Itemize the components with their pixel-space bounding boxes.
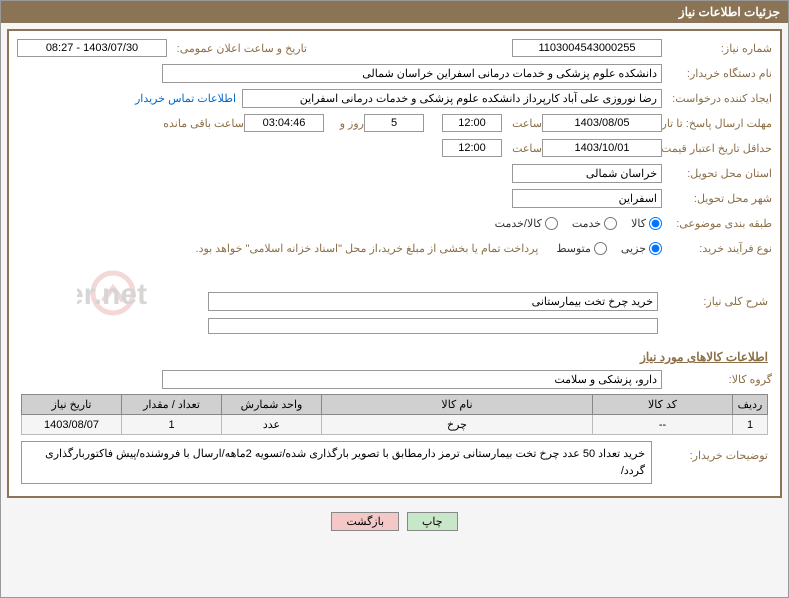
td-qty: 1 — [122, 415, 222, 435]
th-code: کد کالا — [593, 395, 733, 415]
reply-time-label: ساعت — [502, 117, 542, 130]
validity-time-value: 12:00 — [442, 139, 502, 157]
form-panel: شماره نیاز: 1103004543000255 تاریخ و ساع… — [7, 29, 782, 498]
row-summary-extra — [21, 315, 768, 337]
process-radio-group: جزیی متوسط — [556, 242, 662, 255]
row-delivery-city: شهر محل تحویل: اسفراین — [17, 187, 772, 209]
summary-label: شرح کلی نیاز: — [658, 295, 768, 308]
buyer-org-value: دانشکده علوم پزشکی و خدمات درمانی اسفرای… — [162, 64, 662, 83]
th-unit: واحد شمارش — [222, 395, 322, 415]
category-service-radio[interactable] — [604, 217, 617, 230]
countdown-value: 03:04:46 — [244, 114, 324, 132]
summary-area: AriaTender.net شرح کلی نیاز: خرید چرخ تخ… — [17, 262, 772, 344]
row-buyer-note: توضیحات خریدار: خرید تعداد 50 عدد چرخ تخ… — [21, 441, 768, 484]
row-validity: حداقل تاریخ اعتبار قیمت: تا تاریخ: 1403/… — [17, 137, 772, 159]
print-button[interactable]: چاپ — [407, 512, 458, 531]
validity-date-value: 1403/10/01 — [542, 139, 662, 157]
category-radio-group: کالا خدمت کالا/خدمت — [495, 217, 662, 230]
row-buyer-org: نام دستگاه خریدار: دانشکده علوم پزشکی و … — [17, 62, 772, 84]
button-row: چاپ بازگشت — [1, 504, 788, 535]
goods-group-label: گروه کالا: — [662, 373, 772, 386]
announce-datetime-value: 1403/07/30 - 08:27 — [17, 39, 167, 57]
process-minor-radio[interactable] — [649, 242, 662, 255]
row-goods-group: گروه کالا: دارو، پزشکی و سلامت — [17, 368, 772, 390]
announce-datetime-label: تاریخ و ساعت اعلان عمومی: — [167, 42, 307, 55]
delivery-city-label: شهر محل تحویل: — [662, 192, 772, 205]
row-process: نوع فرآیند خرید: جزیی متوسط پرداخت تمام … — [17, 237, 772, 259]
buyer-contact-link[interactable]: اطلاعات تماس خریدار — [135, 92, 236, 105]
category-goods-radio[interactable] — [649, 217, 662, 230]
process-medium-radio[interactable] — [594, 242, 607, 255]
row-requester: ایجاد کننده درخواست: رضا نوروزی علی آباد… — [17, 87, 772, 109]
row-category: طبقه بندی موضوعی: کالا خدمت کالا/خدمت — [17, 212, 772, 234]
main-container: جزئیات اطلاعات نیاز شماره نیاز: 11030045… — [0, 0, 789, 598]
th-qty: تعداد / مقدار — [122, 395, 222, 415]
requester-value: رضا نوروزی علی آباد کارپرداز دانشکده علو… — [242, 89, 662, 108]
days-and-label: روز و — [324, 117, 364, 130]
th-idx: ردیف — [733, 395, 768, 415]
category-both[interactable]: کالا/خدمت — [495, 217, 558, 230]
goods-section-title: اطلاعات کالاهای مورد نیاز — [21, 350, 768, 364]
table-row: 1 -- چرخ عدد 1 1403/08/07 — [22, 415, 768, 435]
td-idx: 1 — [733, 415, 768, 435]
page-header: جزئیات اطلاعات نیاز — [1, 1, 788, 23]
goods-table-area: ردیف کد کالا نام کالا واحد شمارش تعداد /… — [21, 394, 768, 435]
td-name: چرخ — [322, 415, 593, 435]
reply-date-value: 1403/08/05 — [542, 114, 662, 132]
need-number-value: 1103004543000255 — [512, 39, 662, 57]
buyer-note-label: توضیحات خریدار: — [658, 441, 768, 462]
need-number-label: شماره نیاز: — [662, 42, 772, 55]
days-remaining-value: 5 — [364, 114, 424, 132]
reply-deadline-label: مهلت ارسال پاسخ: تا تاریخ: — [662, 117, 772, 130]
row-need-number: شماره نیاز: 1103004543000255 تاریخ و ساع… — [17, 37, 772, 59]
validity-time-label: ساعت — [502, 142, 542, 155]
requester-label: ایجاد کننده درخواست: — [662, 92, 772, 105]
payment-note: پرداخت تمام یا بخشی از مبلغ خرید،از محل … — [196, 242, 539, 255]
td-unit: عدد — [222, 415, 322, 435]
reply-time-value: 12:00 — [442, 114, 502, 132]
row-summary: شرح کلی نیاز: خرید چرخ تخت بیمارستانی — [21, 290, 768, 312]
delivery-province-value: خراسان شمالی — [512, 164, 662, 183]
buyer-note-text: خرید تعداد 50 عدد چرخ تخت بیمارستانی ترم… — [21, 441, 652, 484]
category-goods[interactable]: کالا — [631, 217, 662, 230]
process-minor[interactable]: جزیی — [621, 242, 662, 255]
category-service[interactable]: خدمت — [572, 217, 617, 230]
remaining-label: ساعت باقی مانده — [154, 117, 244, 130]
process-medium[interactable]: متوسط — [556, 242, 607, 255]
table-header-row: ردیف کد کالا نام کالا واحد شمارش تعداد /… — [22, 395, 768, 415]
goods-group-value: دارو، پزشکی و سلامت — [162, 370, 662, 389]
td-date: 1403/08/07 — [22, 415, 122, 435]
row-delivery-province: استان محل تحویل: خراسان شمالی — [17, 162, 772, 184]
category-label: طبقه بندی موضوعی: — [662, 217, 772, 230]
form-area: شماره نیاز: 1103004543000255 تاریخ و ساع… — [13, 35, 776, 492]
page-title: جزئیات اطلاعات نیاز — [679, 5, 780, 19]
delivery-province-label: استان محل تحویل: — [662, 167, 772, 180]
row-reply-deadline: مهلت ارسال پاسخ: تا تاریخ: 1403/08/05 سا… — [17, 112, 772, 134]
summary-extra — [208, 318, 658, 334]
category-both-radio[interactable] — [545, 217, 558, 230]
delivery-city-value: اسفراین — [512, 189, 662, 208]
th-date: تاریخ نیاز — [22, 395, 122, 415]
buyer-org-label: نام دستگاه خریدار: — [662, 67, 772, 80]
goods-table: ردیف کد کالا نام کالا واحد شمارش تعداد /… — [21, 394, 768, 435]
summary-text: خرید چرخ تخت بیمارستانی — [208, 292, 658, 311]
process-label: نوع فرآیند خرید: — [662, 242, 772, 255]
td-code: -- — [593, 415, 733, 435]
th-name: نام کالا — [322, 395, 593, 415]
back-button[interactable]: بازگشت — [331, 512, 399, 531]
